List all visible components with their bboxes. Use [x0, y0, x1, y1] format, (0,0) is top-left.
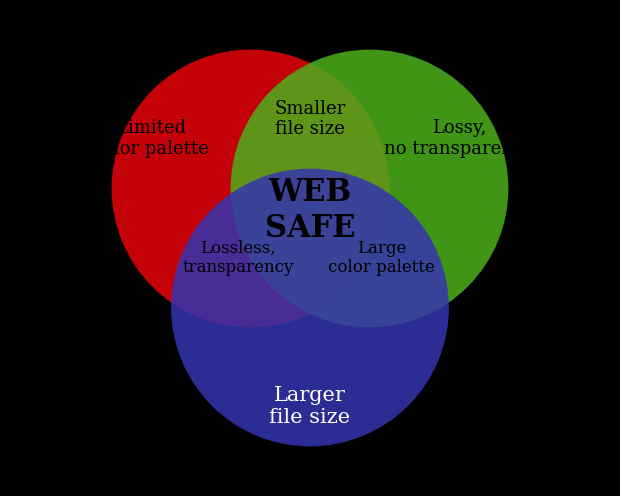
Text: Lossy,
no transparency: Lossy, no transparency	[384, 120, 533, 158]
Text: Lossless,
transparency: Lossless, transparency	[182, 240, 294, 276]
Circle shape	[231, 50, 508, 327]
Text: WEB
SAFE: WEB SAFE	[265, 178, 355, 244]
Circle shape	[171, 169, 449, 446]
Text: Limited
color palette: Limited color palette	[94, 120, 209, 158]
Text: Large
color palette: Large color palette	[329, 240, 435, 276]
Circle shape	[112, 50, 389, 327]
Text: Smaller
file size: Smaller file size	[275, 100, 345, 138]
Text: Larger
file size: Larger file size	[270, 386, 350, 427]
